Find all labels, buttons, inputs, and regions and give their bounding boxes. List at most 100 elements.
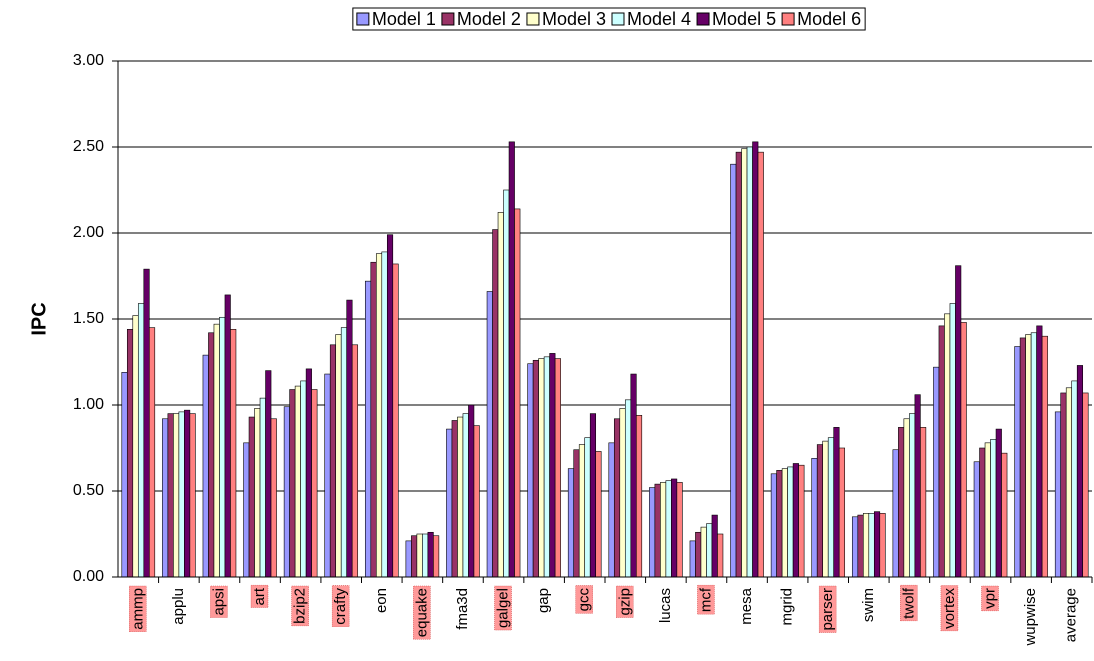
- x-tick-group: twolf: [900, 584, 918, 622]
- bar: [879, 513, 886, 578]
- bar: [346, 299, 353, 578]
- bar: [903, 418, 910, 578]
- x-tick-group: applu: [170, 588, 187, 625]
- y-tick-label: 0.00: [73, 568, 104, 585]
- bar: [1030, 332, 1037, 578]
- bar: [224, 294, 231, 578]
- bar: [857, 514, 864, 578]
- legend-label: Model 5: [712, 9, 776, 29]
- bar: [364, 280, 372, 578]
- x-tick-group: vpr: [981, 585, 999, 612]
- bar: [148, 327, 156, 578]
- legend-label: Model 3: [542, 9, 606, 29]
- x-tick-group: average: [1063, 588, 1080, 642]
- bar: [608, 442, 615, 578]
- bar: [468, 404, 475, 578]
- bar: [613, 418, 621, 578]
- x-tick-label: art: [251, 587, 268, 605]
- bar: [990, 439, 997, 578]
- bar: [329, 344, 337, 578]
- bar: [671, 478, 678, 578]
- y-tick-label: 0.50: [73, 482, 104, 499]
- bar: [979, 447, 986, 578]
- x-tick-group: lucas: [657, 588, 674, 623]
- bar: [1014, 346, 1021, 578]
- bar: [457, 416, 464, 578]
- bar: [538, 358, 545, 578]
- bar: [451, 420, 458, 578]
- x-tick-label: vpr: [982, 588, 999, 609]
- bar: [798, 464, 805, 578]
- x-tick-group: ammp: [129, 585, 147, 632]
- x-tick-group: equake: [413, 585, 431, 640]
- bar: [665, 480, 672, 578]
- bar: [973, 461, 980, 578]
- bar: [1019, 337, 1026, 578]
- label-highlight: [900, 584, 918, 622]
- label-highlight: [940, 585, 959, 632]
- bar: [503, 189, 510, 578]
- bar: [446, 428, 453, 578]
- bar: [202, 354, 209, 578]
- bar: [595, 451, 602, 578]
- bar: [219, 316, 226, 578]
- bar: [757, 151, 764, 578]
- bar: [1025, 334, 1032, 578]
- bar: [248, 416, 255, 578]
- bar: [405, 540, 412, 578]
- bar: [189, 413, 196, 578]
- legend-swatch: [781, 12, 795, 26]
- x-tick-label: mgrid: [779, 588, 796, 626]
- bar: [711, 514, 718, 578]
- bar: [741, 148, 748, 578]
- bar: [619, 408, 626, 578]
- y-tick-label: 3.00: [73, 52, 104, 69]
- bar: [230, 329, 237, 578]
- bar: [851, 516, 859, 578]
- bar: [508, 141, 515, 578]
- bar: [995, 428, 1002, 578]
- x-tick-label: bzip2: [292, 588, 309, 624]
- legend-swatch: [356, 12, 370, 26]
- x-tick-group: mcf: [697, 584, 715, 615]
- bar: [305, 368, 312, 578]
- legend-label: Model 1: [372, 9, 436, 29]
- bar: [649, 487, 656, 578]
- bar: [955, 265, 962, 578]
- bar: [833, 427, 840, 578]
- bar: [1001, 452, 1008, 578]
- x-tick-group: vortex: [940, 585, 959, 632]
- bar: [827, 437, 835, 578]
- x-tick-label: mcf: [697, 587, 714, 612]
- x-tick-label: swim: [860, 588, 877, 622]
- bar: [578, 444, 586, 578]
- bar: [862, 513, 870, 578]
- label-highlight: [291, 585, 309, 627]
- legend-label: Model 4: [627, 9, 691, 29]
- x-tick-group: gap: [535, 588, 552, 613]
- x-tick-label: gap: [535, 588, 552, 613]
- x-tick-label: average: [1063, 588, 1080, 642]
- x-tick-group: wupwise: [1022, 588, 1039, 647]
- legend-swatch: [611, 12, 625, 26]
- x-tick-label: applu: [170, 588, 187, 625]
- bar: [162, 418, 169, 578]
- x-tick-group: fma3d: [454, 588, 471, 630]
- x-tick-group: gcc: [575, 585, 593, 614]
- x-tick-label: parser: [819, 588, 836, 631]
- bar: [375, 253, 383, 578]
- bar: [265, 370, 272, 578]
- bar: [351, 344, 359, 578]
- bar: [486, 291, 493, 578]
- bar: [787, 466, 794, 578]
- bar: [167, 413, 174, 578]
- x-tick-label: fma3d: [454, 588, 471, 630]
- bar: [514, 208, 521, 578]
- bar: [944, 313, 951, 578]
- legend-label: Model 2: [457, 9, 521, 29]
- legend-box: [352, 7, 866, 31]
- bar: [386, 234, 394, 578]
- bar: [126, 329, 134, 578]
- bar: [770, 473, 777, 578]
